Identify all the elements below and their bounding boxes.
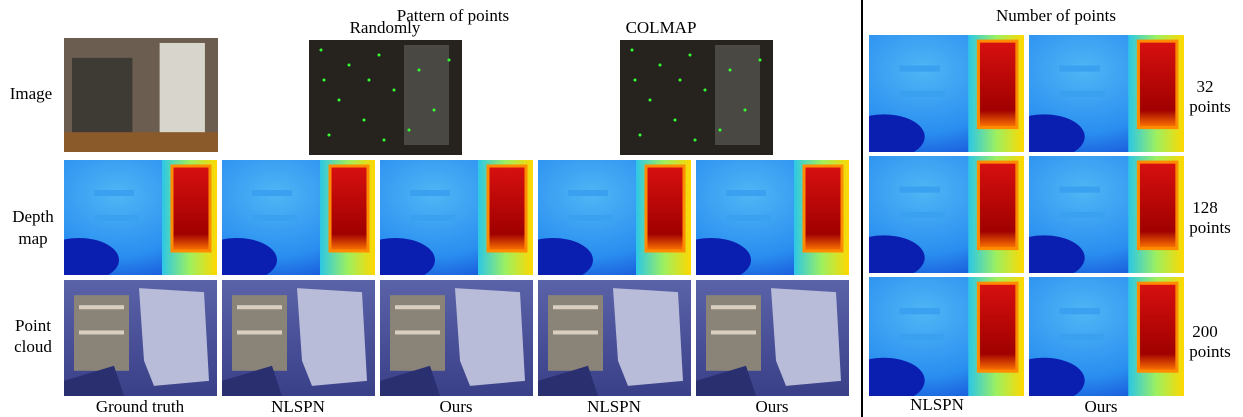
sparse-image [620,40,773,155]
rgb-image [64,38,218,152]
row-label: Image [10,84,52,103]
sparse-image [309,40,462,155]
pattern-label: COLMAP [626,18,697,37]
depth-map [869,277,1024,396]
depth-map [222,160,375,275]
row-label: map [18,229,47,248]
point-cloud [696,280,849,396]
cloud-row [64,280,849,396]
point-cloud [538,280,691,396]
depth-map [1029,35,1184,152]
points-label: 200 [1192,322,1218,341]
column-label: Ground truth [96,397,185,416]
pattern-label: Randomly [350,18,421,37]
column-label: NLSPN [271,397,325,416]
points-label: points [1189,97,1231,116]
points-label: points [1189,342,1231,361]
points-label: 128 [1192,198,1218,217]
right-title: Number of points [996,6,1116,25]
column-label: Ours [1084,397,1117,416]
row-label: cloud [14,337,52,356]
point-cloud [222,280,375,396]
row-label: Point [15,316,51,335]
column-label: NLSPN [910,395,964,414]
depth-map [380,160,533,275]
depth-map [696,160,849,275]
right-panel [869,35,1184,396]
title: Pattern of points [397,6,509,25]
point-cloud [64,280,217,396]
column-label: Ours [439,397,472,416]
depth-map [64,160,217,275]
points-label: 32 [1197,77,1214,96]
column-label: NLSPN [587,397,641,416]
point-cloud [380,280,533,396]
row-label: Depth [12,207,54,226]
column-label: Ours [755,397,788,416]
depth-row [64,160,849,275]
depth-map [869,156,1024,273]
depth-map [538,160,691,275]
depth-map [869,35,1024,152]
depth-map [1029,156,1184,273]
points-label: points [1189,218,1231,237]
depth-map [1029,277,1184,396]
